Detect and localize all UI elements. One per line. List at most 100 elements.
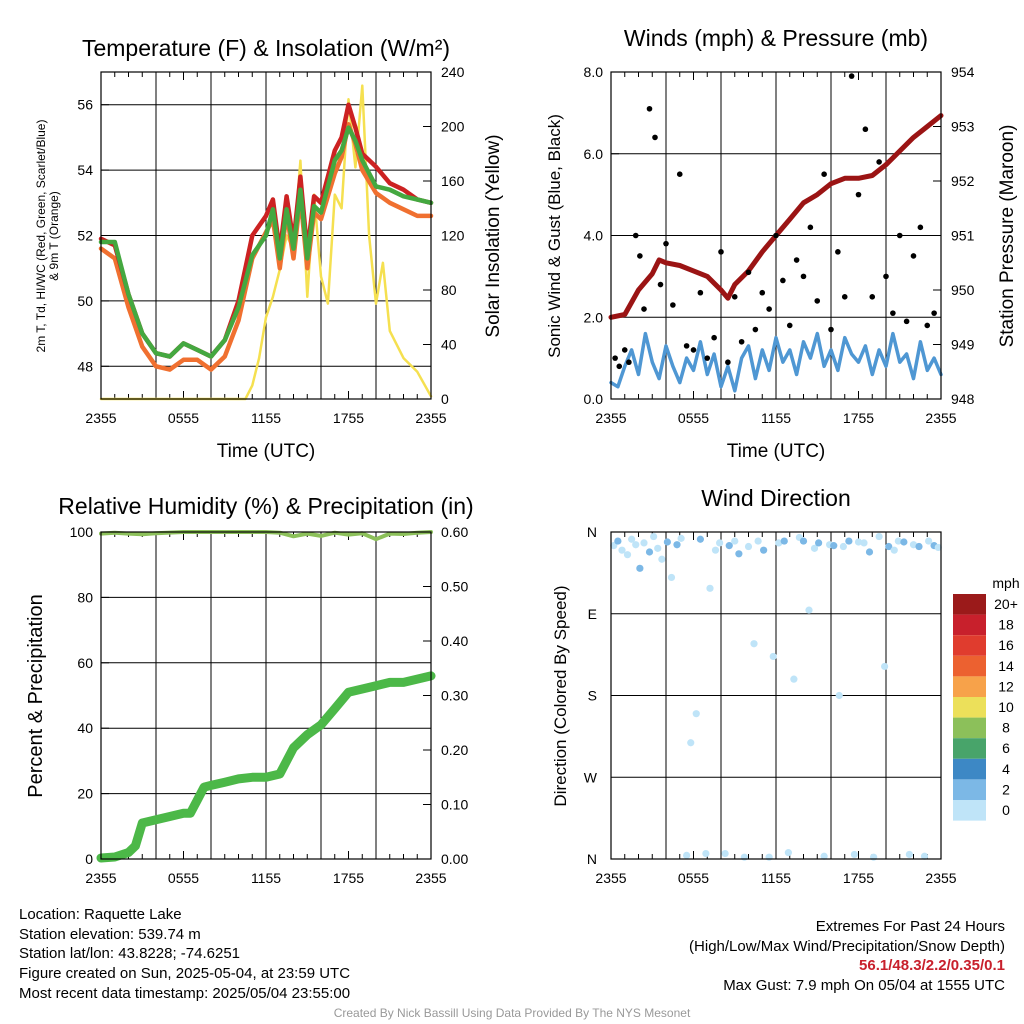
direction-point xyxy=(677,534,685,542)
y-tick-label-right: 952 xyxy=(951,173,975,189)
direction-point xyxy=(909,541,918,549)
legend-label: 6 xyxy=(1002,740,1010,756)
y-axis-label-right: Station Pressure (Maroon) xyxy=(997,125,1018,348)
series-line-precipitation xyxy=(96,671,436,863)
direction-point xyxy=(920,852,929,860)
direction-point xyxy=(830,542,838,550)
y-tick-label-right: 953 xyxy=(951,119,975,135)
direction-point xyxy=(725,542,733,550)
series-line-td xyxy=(98,125,434,359)
y-tick-label-left: 4.0 xyxy=(584,228,604,244)
direction-point xyxy=(636,564,644,572)
gust-point xyxy=(632,232,639,239)
direction-point xyxy=(934,543,942,552)
legend-label: 20+ xyxy=(994,596,1018,612)
y-tick-label-left: 52 xyxy=(77,228,93,244)
direction-point xyxy=(820,852,828,860)
y-axis-label-left: Percent & Precipitation xyxy=(25,594,47,797)
gust-point xyxy=(745,269,752,276)
direction-point xyxy=(839,542,847,551)
legend-swatch xyxy=(953,676,986,697)
gust-point xyxy=(869,294,876,300)
gust-point xyxy=(663,240,669,247)
y-tick-label-left: 50 xyxy=(77,293,93,309)
x-tick-label: 1155 xyxy=(251,410,281,426)
legend-label: 8 xyxy=(1002,720,1010,736)
x-tick-label: 2355 xyxy=(595,870,626,886)
direction-point xyxy=(885,542,893,551)
direction-point xyxy=(683,851,691,859)
gust-point xyxy=(855,191,862,198)
direction-point xyxy=(810,544,819,552)
direction-point xyxy=(706,584,714,592)
gust-point xyxy=(676,171,683,177)
x-tick-label: 1755 xyxy=(843,870,874,886)
svg-text:& 9m T (Orange): & 9m T (Orange) xyxy=(47,191,61,281)
x-axis-label: Time (UTC) xyxy=(217,441,316,462)
y-tick-label-right: 160 xyxy=(441,173,465,189)
credit-line: Created By Nick Bassill Using Data Provi… xyxy=(333,1006,691,1020)
extremes-values: 56.1/48.3/2.2/0.35/0.1 xyxy=(859,957,1005,975)
x-tick-label: 2355 xyxy=(595,410,626,426)
gust-point xyxy=(690,347,697,353)
direction-point xyxy=(632,541,640,549)
y-tick-label-right: 80 xyxy=(441,282,457,298)
y-axis-label-right: Solar Insolation (Yellow) xyxy=(483,134,504,337)
gust-point xyxy=(657,281,664,288)
y-tick-label-left: 0.0 xyxy=(584,391,604,407)
gust-point xyxy=(616,363,623,370)
legend-swatch xyxy=(953,758,986,780)
x-tick-label: 0555 xyxy=(168,870,199,886)
series-line-station-pressure xyxy=(608,113,944,320)
direction-point xyxy=(865,548,874,556)
y-tick-label-left: 8.0 xyxy=(584,64,604,80)
direction-point xyxy=(805,606,813,614)
y-tick-label-right: 0.60 xyxy=(441,524,468,540)
gust-point xyxy=(637,253,643,259)
gust-point xyxy=(931,310,937,316)
gust-point xyxy=(697,289,704,296)
gust-point xyxy=(731,294,738,300)
y-tick-label-right: 949 xyxy=(951,337,975,353)
direction-point xyxy=(687,739,695,747)
direction-point xyxy=(881,662,889,671)
gust-point xyxy=(683,343,690,349)
y-tick-label-left: 100 xyxy=(70,524,94,540)
gust-point xyxy=(862,126,869,133)
direction-point xyxy=(750,640,758,648)
direction-point xyxy=(790,675,798,683)
x-tick-label: 2355 xyxy=(85,870,116,886)
x-tick-label: 2355 xyxy=(85,410,116,426)
gust-point xyxy=(903,318,910,325)
legend-swatch xyxy=(953,779,986,800)
series-line-sonic-wind xyxy=(609,331,943,393)
plot-border xyxy=(100,71,432,400)
x-tick-label: 0555 xyxy=(168,410,199,426)
direction-point xyxy=(775,539,783,547)
direction-point xyxy=(744,542,753,551)
direction-point xyxy=(860,539,868,547)
x-tick-label: 2355 xyxy=(415,870,446,886)
extremes-subtitle: (High/Low/Max Wind/Precipitation/Snow De… xyxy=(689,937,1005,955)
y-tick-label-left: 6.0 xyxy=(584,146,604,162)
gust-point xyxy=(780,277,786,284)
direction-point xyxy=(905,850,913,859)
legend-label: 12 xyxy=(998,678,1014,694)
max-gust: Max Gust: 7.9 mph On 05/04 at 1555 UTC xyxy=(723,977,1005,995)
x-tick-label: 2355 xyxy=(925,870,956,886)
legend-swatch xyxy=(953,800,986,821)
legend-swatch xyxy=(953,614,986,636)
chart-title: Winds (mph) & Pressure (mb) xyxy=(624,25,928,51)
direction-point xyxy=(614,537,622,545)
direction-point xyxy=(854,538,863,546)
legend-label: 18 xyxy=(998,617,1014,633)
extremes-title: Extremes For Past 24 Hours xyxy=(815,918,1005,935)
y-tick-label-right: 950 xyxy=(951,282,975,298)
direction-point xyxy=(696,535,704,543)
gust-point xyxy=(652,134,658,141)
y-tick-label-right: 0.20 xyxy=(441,742,468,758)
gust-point xyxy=(890,310,896,316)
gust-point xyxy=(821,171,827,177)
gust-point xyxy=(841,294,848,300)
direction-point xyxy=(618,546,626,554)
